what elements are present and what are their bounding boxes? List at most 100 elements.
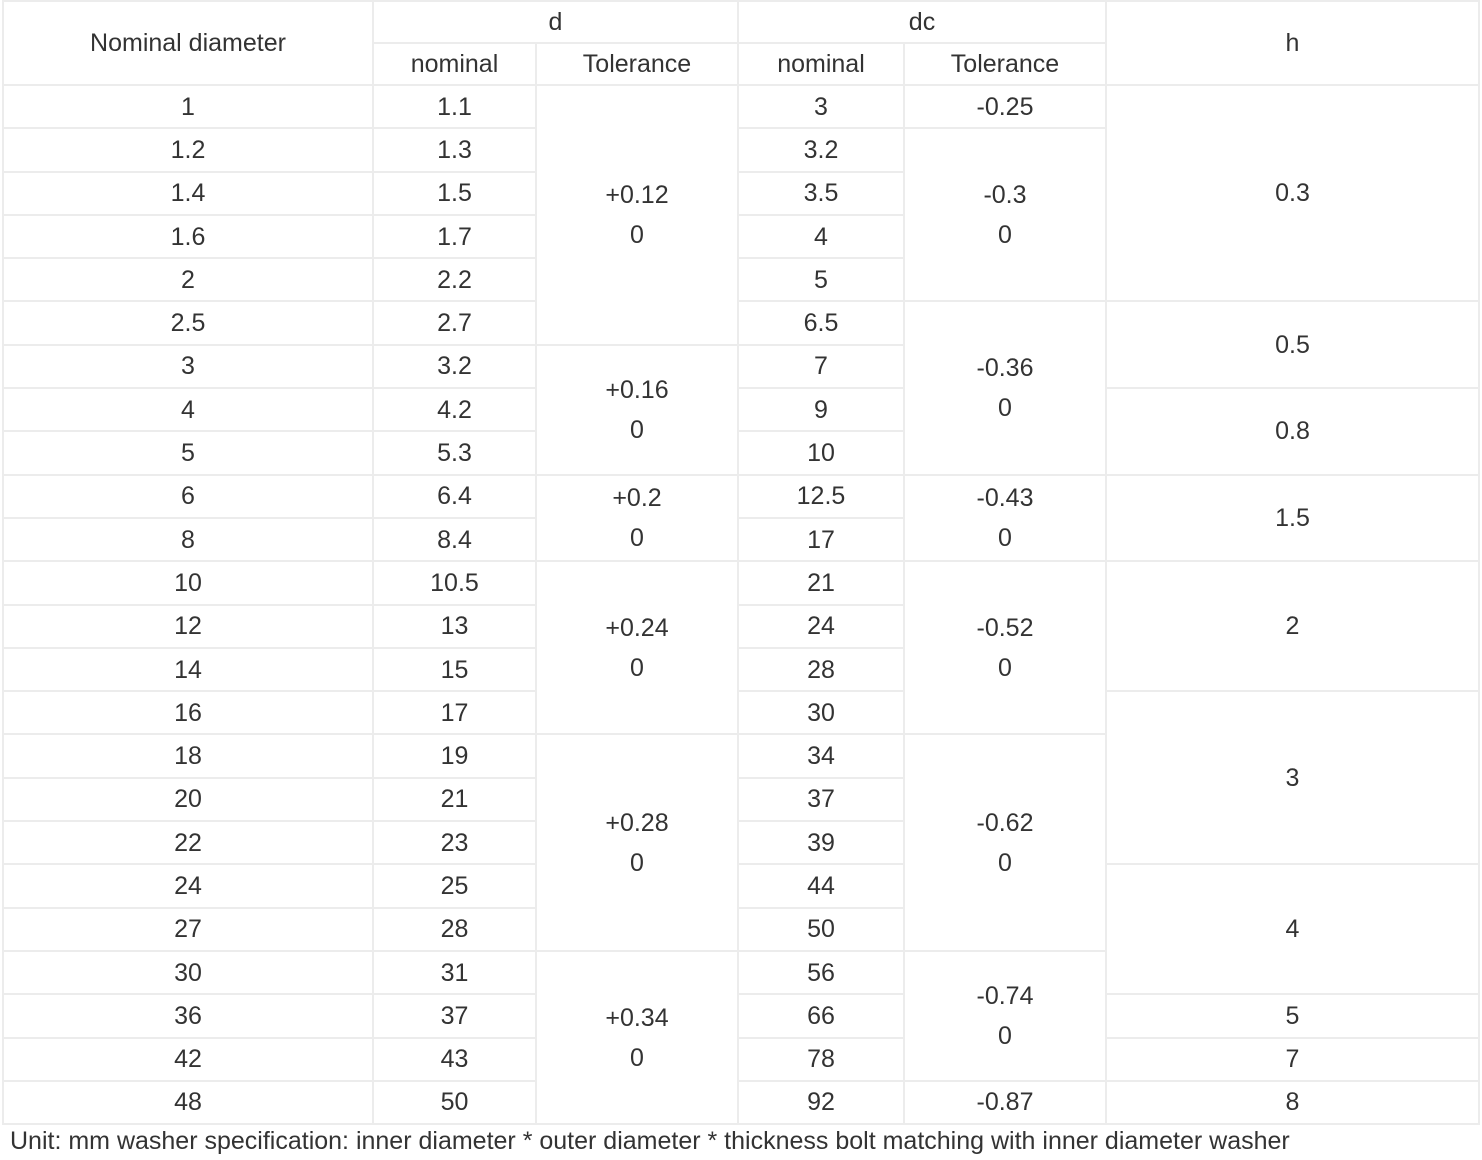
d-nominal-cell: 13 [372,603,537,649]
dc-nominal-cell: 56 [737,949,905,996]
dc-nominal-cell: 24 [737,603,905,649]
h-cell: 7 [1105,1036,1480,1082]
tolerance-line: +0.2 [612,483,662,512]
tolerance-cell: +0.2 0 [535,473,739,563]
d-nominal-cell: 8.4 [372,516,537,563]
nominal-diameter-cell: 1.4 [2,170,374,216]
nominal-diameter-cell: 14 [2,646,374,693]
dc-nominal-cell: 9 [737,387,905,433]
tolerance-line: +0.24 [605,613,669,642]
dc-nominal-cell: 3.5 [737,170,905,216]
data-row: 16 17 30 3 [2,690,1480,866]
h-cell: 3 [1105,690,1480,866]
dc-nominal-cell: 44 [737,863,905,909]
d-nominal-cell: 37 [372,993,537,1039]
tolerance-line: 0 [630,1043,644,1072]
tolerance-line: 0 [998,653,1012,682]
data-row: 1.2 1.3 3.2 -0.3 0 [2,127,1479,303]
tolerance-line: 0 [630,415,644,444]
header-cell: d [372,0,739,44]
h-cell: 4 [1105,863,1480,996]
d-nominal-cell: 15 [372,646,537,693]
dc-nominal-cell: 78 [737,1036,905,1082]
dc-nominal-cell: 50 [737,906,905,952]
nominal-diameter-cell: 20 [2,776,374,823]
dc-nominal-cell: 3 [737,83,905,130]
dc-nominal-cell: 28 [737,646,905,693]
tolerance-line: -0.36 [976,354,1034,383]
d-nominal-cell: 1.7 [372,213,537,260]
header-row: nominal Tolerance nominal Tolerance [3,42,1479,86]
d-nominal-cell: 1.5 [372,170,537,216]
data-row: 14 15 28 [2,646,1479,693]
data-row: 30 31 +0.34 0 56 -0.74 0 [2,949,1479,1126]
nominal-diameter-cell: 18 [2,733,374,779]
dc-nominal-cell: 39 [737,820,905,866]
tolerance-cell: -0.36 0 [903,300,1107,476]
dc-nominal-cell: 10 [737,430,905,476]
tolerance-line: 0 [998,394,1012,423]
nominal-diameter-cell: 12 [2,603,374,649]
h-cell: 8 [1105,1079,1480,1126]
d-nominal-cell: 21 [372,776,537,823]
tolerance-line: 0 [630,220,644,249]
tolerance-line: +0.12 [605,180,669,209]
dc-nominal-cell: 6.5 [737,300,905,346]
h-cell: 0.3 [1105,83,1480,303]
tolerance-cell: -0.74 0 [903,949,1107,1082]
d-nominal-cell: 19 [372,733,537,779]
h-cell: 0.8 [1105,387,1480,476]
spec-table: Nominal diameter d dc h nominal Toleranc… [2,0,1480,1126]
tolerance-line: -0.52 [976,613,1034,642]
tolerance-line: +0.34 [605,1003,669,1032]
tolerance-cell: +0.12 0 [535,84,739,346]
tolerance-line: -0.74 [976,981,1034,1010]
tolerance-line: 0 [998,523,1012,552]
nominal-diameter-cell: 8 [2,516,374,563]
tolerance-line: -0.43 [976,483,1034,512]
data-row: 2 2.2 5 [2,257,1479,303]
footer-note: Unit: mm washer specification: inner dia… [10,1127,1290,1155]
h-cell: 2 [1105,560,1480,693]
nominal-diameter-cell: 3 [2,343,374,390]
header-cell: nominal [737,42,905,86]
nominal-diameter-cell: 22 [2,820,374,866]
nominal-diameter-cell: 10 [2,560,374,606]
dc-nominal-cell: 30 [737,690,905,736]
nominal-diameter-cell: 2.5 [2,300,374,346]
data-row: 4 4.2 9 0.8 [2,387,1480,476]
d-nominal-cell: 1.3 [372,127,537,173]
tolerance-cell: +0.16 0 [535,343,739,476]
tolerance-cell: -0.87 [903,1079,1107,1126]
tolerance-cell: +0.24 0 [535,560,739,736]
dc-nominal-cell: 21 [737,560,905,606]
tolerance-line: 0 [998,1021,1012,1050]
header-cell: Nominal diameter [2,0,374,86]
dc-nominal-cell: 12.5 [737,473,905,519]
data-row: 24 25 44 4 [2,863,1480,996]
data-row: 48 50 92 -0.87 8 [2,1079,1480,1126]
tolerance-line: 0 [998,220,1012,249]
nominal-diameter-cell: 4 [2,387,374,433]
tolerance-line: 0 [630,848,644,877]
data-row: 36 37 66 5 [2,993,1480,1039]
dc-nominal-cell: 4 [737,213,905,260]
header-row: Nominal diameter d dc h [2,0,1480,86]
nominal-diameter-cell: 27 [2,906,374,952]
nominal-diameter-cell: 1.6 [2,213,374,260]
nominal-diameter-cell: 2 [2,257,374,303]
data-row: 12 13 24 [2,603,1479,649]
nominal-diameter-cell: 36 [2,993,374,1039]
data-row: 22 23 39 [2,820,1479,866]
d-nominal-cell: 2.2 [372,257,537,303]
data-row: 1.6 1.7 4 [2,213,1479,260]
tolerance-line: -0.87 [976,1088,1034,1117]
tolerance-cell: -0.25 [903,83,1107,130]
d-nominal-cell: 28 [372,906,537,952]
dc-nominal-cell: 7 [737,343,905,390]
dc-nominal-cell: 92 [737,1079,905,1126]
data-row: 10 10.5 +0.24 0 21 -0.52 0 2 [2,560,1480,736]
data-row: 3 3.2 +0.16 0 7 [2,343,1479,476]
header-cell: Tolerance [535,42,739,86]
